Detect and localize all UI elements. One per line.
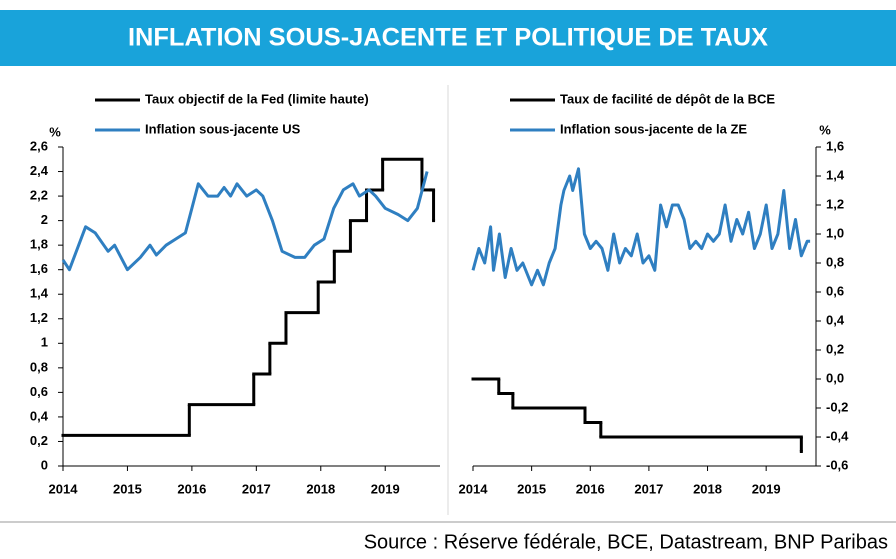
x-tick-label: 2019 (371, 481, 400, 496)
y-tick-label: -0,6 (826, 457, 848, 472)
y-tick-label: 2,2 (30, 188, 48, 203)
legend-label: Inflation sous-jacente de la ZE (560, 121, 747, 136)
y-tick-label: 0,6 (30, 384, 48, 399)
y-tick-label: 1,4 (30, 286, 49, 301)
y-tick-label: 1,2 (826, 196, 844, 211)
x-tick-label: 2018 (306, 481, 335, 496)
y-tick-label: 0,6 (826, 283, 844, 298)
y-tick-label: 0,4 (30, 408, 49, 423)
x-tick-label: 2019 (752, 481, 781, 496)
y-tick-label: 0 (41, 457, 48, 472)
y-tick-label: 0,8 (826, 254, 844, 269)
y-unit: % (49, 124, 61, 139)
x-tick-label: 2016 (177, 481, 206, 496)
y-tick-label: 0,0 (826, 370, 844, 385)
y-tick-label: 0,2 (826, 341, 844, 356)
x-tick-label: 2015 (517, 481, 546, 496)
y-tick-label: 1,0 (826, 225, 844, 240)
y-tick-label: 2,6 (30, 138, 48, 153)
y-tick-label: 0,2 (30, 433, 48, 448)
line-series (471, 167, 811, 287)
y-tick-label: 1 (41, 335, 48, 350)
y-tick-label: 2,4 (30, 163, 49, 178)
y-tick-label: -0,2 (826, 399, 848, 414)
x-tick-label: 2014 (459, 481, 489, 496)
x-tick-label: 2014 (49, 481, 79, 496)
y-tick-label: 1,2 (30, 310, 48, 325)
y-tick-label: -0,4 (826, 428, 849, 443)
y-unit: % (819, 122, 831, 137)
x-tick-label: 2017 (242, 481, 271, 496)
x-tick-label: 2017 (634, 481, 663, 496)
y-tick-label: 0,4 (826, 312, 845, 327)
y-tick-label: 1,4 (826, 167, 845, 182)
x-tick-label: 2016 (576, 481, 605, 496)
line-series (61, 171, 429, 272)
x-tick-label: 2018 (693, 481, 722, 496)
y-tick-label: 1,6 (826, 138, 844, 153)
y-tick-label: 2 (41, 212, 48, 227)
y-tick-label: 1,6 (30, 261, 48, 276)
title-banner (0, 10, 896, 66)
y-tick-label: 0,8 (30, 359, 48, 374)
legend-label: Inflation sous-jacente US (145, 121, 301, 136)
title: INFLATION SOUS-JACENTE ET POLITIQUE DE T… (128, 24, 768, 52)
legend-label: Taux de facilité de dépôt de la BCE (560, 91, 775, 106)
legend-label: Taux objectif de la Fed (limite haute) (145, 91, 369, 106)
x-tick-label: 2015 (113, 481, 142, 496)
source: Source : Réserve fédérale, BCE, Datastre… (364, 531, 888, 553)
y-tick-label: 1,8 (30, 237, 48, 252)
